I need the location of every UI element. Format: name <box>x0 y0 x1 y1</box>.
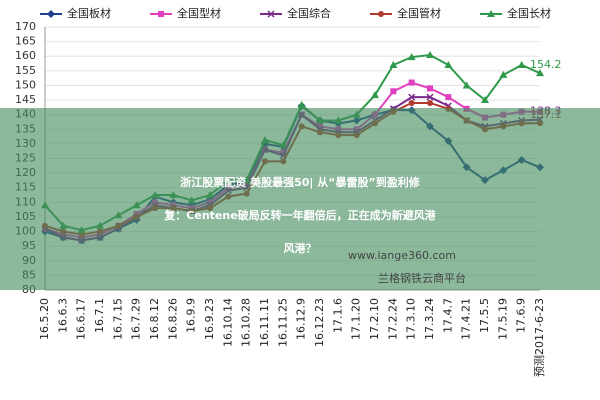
point-marker <box>444 60 453 68</box>
watermark: 兰格钢铁云商平台 <box>378 271 466 285</box>
point-marker <box>407 53 416 61</box>
x-tick-label: 16.10.28 <box>240 298 253 347</box>
x-tick-label: 16.11.25 <box>276 298 289 347</box>
x-tick-label: 17.3.24 <box>423 298 436 340</box>
x-tick-label: 16.6.17 <box>75 298 88 340</box>
point-marker <box>408 79 415 86</box>
x-tick-label: 16.8.12 <box>148 298 161 340</box>
point-marker <box>481 96 489 104</box>
x-tick-label: 17.4.7 <box>441 298 454 333</box>
legend-label: 全国综合 <box>287 6 331 20</box>
point-marker <box>517 60 526 68</box>
legend-label: 全国长材 <box>507 6 551 20</box>
point-marker <box>462 81 471 89</box>
overlay-text: 风港？ <box>284 241 317 255</box>
x-tick-label: 17.3.10 <box>405 298 418 340</box>
y-tick-label: 155 <box>15 64 36 77</box>
x-tick-label: 17.5.19 <box>496 298 509 340</box>
point-marker <box>390 88 397 95</box>
point-marker <box>427 85 433 92</box>
point-marker <box>427 99 433 106</box>
x-tick-label: 16.9.23 <box>203 298 216 340</box>
x-tick-label: 16.6.3 <box>56 298 69 333</box>
end-value-label: 154.2 <box>530 58 562 71</box>
x-tick-label: 17.2.10 <box>368 298 381 340</box>
legend-marker <box>47 10 55 18</box>
x-tick-label: 17.6.9 <box>515 298 528 333</box>
point-marker <box>536 69 544 77</box>
legend-marker <box>487 10 495 17</box>
x-tick-label: 16.7.15 <box>111 298 124 340</box>
point-marker <box>426 51 434 59</box>
x-tick-label: 16.7.29 <box>130 298 143 340</box>
x-tick-label: 16.7.1 <box>93 298 106 333</box>
x-tick-label: 17.2.24 <box>386 298 399 340</box>
watermark: www.lange360.com <box>348 249 456 262</box>
x-tick-label: 16.9.9 <box>185 298 198 333</box>
point-marker <box>426 93 434 101</box>
overlay-text: 复：Centene破局反转一年翻倍后，正在成为新避风港 <box>163 208 436 222</box>
x-tick-label: 17.5.5 <box>478 298 491 333</box>
x-tick-label: 17.4.21 <box>460 298 473 340</box>
point-marker <box>445 94 452 101</box>
point-marker <box>499 70 508 78</box>
point-marker <box>408 99 415 106</box>
y-tick-label: 160 <box>15 49 36 62</box>
point-marker <box>371 91 379 99</box>
legend-label: 全国管材 <box>397 6 441 20</box>
legend-marker <box>158 11 164 17</box>
legend-label: 全国型材 <box>177 6 221 20</box>
y-tick-label: 145 <box>15 93 36 106</box>
y-tick-label: 150 <box>15 78 36 91</box>
legend-marker <box>267 10 275 18</box>
legend-marker <box>378 11 384 17</box>
overlay-band <box>0 108 600 290</box>
x-tick-label: 预测2017-6-23 <box>533 298 546 377</box>
x-tick-label: 16.12.9 <box>295 298 308 340</box>
x-tick-label: 16.12.23 <box>313 298 326 347</box>
point-marker <box>297 101 306 109</box>
x-tick-label: 16.5.20 <box>38 298 51 340</box>
overlay: 浙江股票配资 美股最强50| 从“暴雷股”到盈利修复：Centene破局反转一年… <box>163 175 466 285</box>
x-tick-label: 16.11.11 <box>258 298 271 347</box>
legend-label: 全国板材 <box>67 6 111 20</box>
y-tick-label: 165 <box>15 35 36 48</box>
x-tick-label: 16.8.26 <box>166 298 179 340</box>
x-tick-label: 17.1.20 <box>350 298 363 340</box>
point-marker <box>389 60 398 68</box>
overlay-text: 浙江股票配资 美股最强50| 从“暴雷股”到盈利修 <box>180 175 420 189</box>
y-tick-label: 170 <box>15 20 36 33</box>
x-tick-label: 16.10.14 <box>221 298 234 347</box>
point-marker <box>408 93 416 101</box>
x-tick-label: 17.1.6 <box>331 298 344 333</box>
